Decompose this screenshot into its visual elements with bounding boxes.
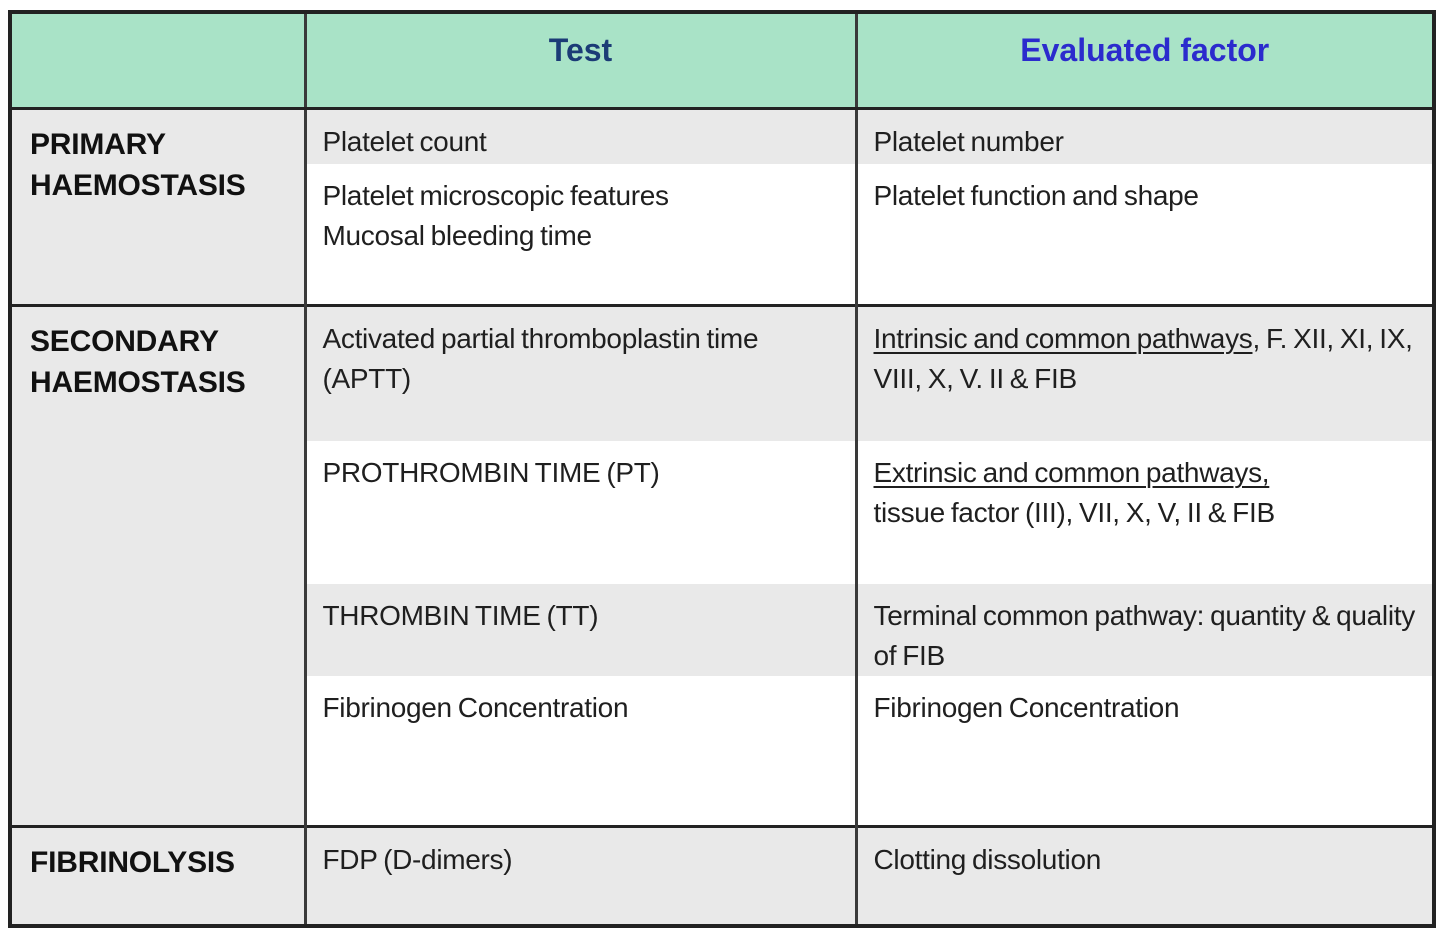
underlined-phrase: Intrinsic and common pathways	[873, 322, 1253, 354]
factor-column-header: Evaluated factor	[854, 12, 1434, 110]
corner-header-cell	[10, 12, 305, 110]
group-label-fibrinolysis: FIBRINOLYSIS	[10, 824, 305, 927]
row-platelet-count: PRIMARY HAEMOSTASIS Platelet count Plate…	[10, 108, 1434, 305]
test-line-2: (APTT)	[322, 362, 412, 394]
row-tt: THROMBIN TIME (TT) Terminal common pathw…	[10, 584, 1434, 677]
cell-test-fdp-d-dimers: FDP (D-dimers)	[303, 824, 856, 927]
row-platelet-microscopic: Platelet microscopic features Mucosal bl…	[10, 164, 1434, 305]
cell-factor-intrinsic-pathways: Intrinsic and common pathways, F. XII, X…	[854, 303, 1434, 441]
row-fibrinogen: Fibrinogen Concentration Fibrinogen Conc…	[10, 676, 1434, 827]
test-line-2: Mucosal bleeding time	[322, 220, 593, 252]
test-column-header: Test	[303, 12, 856, 110]
factor-rest: , F. XII, XI, IX, VIII, X, V. II & FIB	[873, 322, 1413, 394]
cell-test-aptt: Activated partial thromboplastin time (A…	[303, 303, 856, 441]
test-line-1: Activated partial thromboplastin time	[322, 322, 759, 354]
cell-test-platelet-count: Platelet count	[303, 108, 856, 164]
cell-factor-clotting-dissolution: Clotting dissolution	[854, 824, 1434, 927]
header-row: Test Evaluated factor	[10, 12, 1434, 110]
cell-factor-platelet-function: Platelet function and shape	[854, 164, 1434, 305]
cell-factor-platelet-number: Platelet number	[854, 108, 1434, 164]
factor-line-2: tissue factor (III), VII, X, V, II & FIB	[873, 497, 1276, 529]
test-line-1: Platelet microscopic features	[322, 180, 670, 211]
cell-factor-fibrinogen-concentration: Fibrinogen Concentration	[854, 676, 1434, 827]
cell-test-platelet-microscopic: Platelet microscopic features Mucosal bl…	[303, 164, 856, 305]
cell-test-fibrinogen-concentration: Fibrinogen Concentration	[303, 676, 856, 827]
haemostasis-table: Test Evaluated factor PRIMARY HAEMOSTASI…	[8, 10, 1436, 929]
row-pt: PROTHROMBIN TIME (PT) Extrinsic and comm…	[10, 441, 1434, 584]
group-label-primary-haemostasis: PRIMARY HAEMOSTASIS	[10, 108, 305, 305]
cell-test-prothrombin-time: PROTHROMBIN TIME (PT)	[303, 441, 856, 584]
cell-test-thrombin-time: THROMBIN TIME (TT)	[303, 584, 856, 677]
row-fdp: FIBRINOLYSIS FDP (D-dimers) Clotting dis…	[10, 824, 1434, 927]
page: Test Evaluated factor PRIMARY HAEMOSTASI…	[8, 10, 1436, 929]
cell-factor-terminal-pathway: Terminal common pathway: quantity & qual…	[854, 584, 1434, 677]
cell-factor-extrinsic-pathways: Extrinsic and common pathways, tissue fa…	[854, 441, 1434, 584]
group-label-secondary-haemostasis: SECONDARY HAEMOSTASIS	[10, 303, 305, 827]
row-aptt: SECONDARY HAEMOSTASIS Activated partial …	[10, 303, 1434, 827]
underlined-phrase: Extrinsic and common pathways,	[873, 457, 1270, 488]
